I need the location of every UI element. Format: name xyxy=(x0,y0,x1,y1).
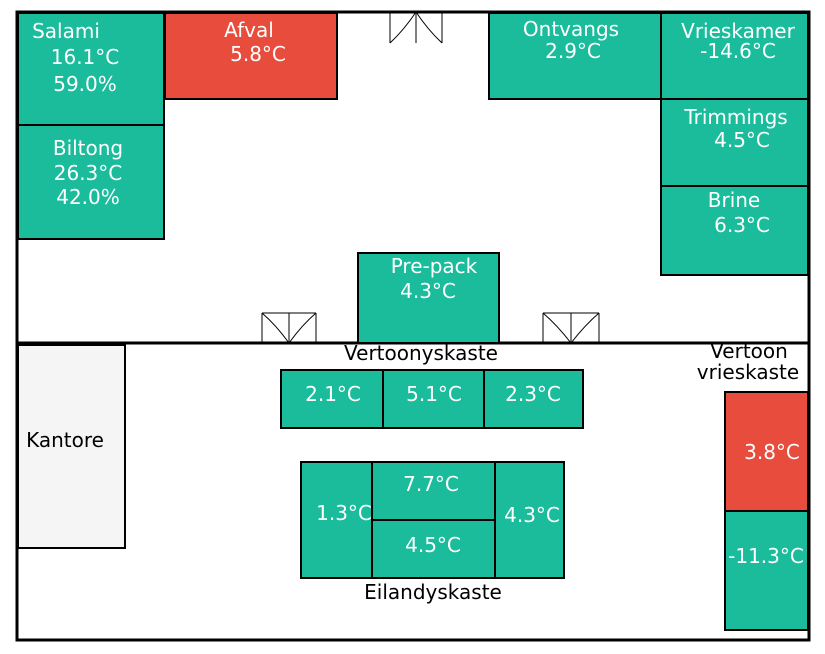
room-name: Vrieskamer xyxy=(681,19,795,43)
display-freezer-top[interactable]: 3.8°C xyxy=(724,391,809,512)
display-freezers-title: Vertoon xyxy=(710,339,788,363)
room-salami[interactable]: Salami 16.1°C 59.0% xyxy=(17,12,165,126)
double-door-icon xyxy=(261,312,317,344)
display-case[interactable]: 5.1°C xyxy=(382,369,485,429)
room-ontvangs[interactable]: Ontvangs 2.9°C xyxy=(488,12,662,100)
room-name: Biltong xyxy=(53,136,123,160)
room-vrieskamer[interactable]: Vrieskamer -14.6°C xyxy=(660,12,809,100)
case-temp: 5.1°C xyxy=(406,382,462,406)
room-name: Brine xyxy=(708,188,760,212)
case-temp: 2.3°C xyxy=(505,382,561,406)
room-humidity: 42.0% xyxy=(56,185,120,209)
room-trimmings[interactable]: Trimmings 4.5°C xyxy=(660,98,809,187)
room-temp: 26.3°C xyxy=(54,161,123,185)
display-freezers-title-line2: vrieskaste xyxy=(697,360,799,384)
island-case-left[interactable]: 1.3°C xyxy=(300,461,373,579)
display-cases-title: Vertoonyskaste xyxy=(344,341,498,365)
room-name: Kantore xyxy=(26,428,104,452)
room-humidity: 59.0% xyxy=(53,72,117,96)
room-temp: 16.1°C xyxy=(51,45,120,69)
case-temp: 7.7°C xyxy=(403,472,459,496)
display-case[interactable]: 2.3°C xyxy=(483,369,584,429)
double-door-icon xyxy=(542,312,600,344)
room-name: Salami xyxy=(32,19,100,43)
freezer-temp: 3.8°C xyxy=(744,440,800,464)
display-case[interactable]: 2.1°C xyxy=(280,369,384,429)
case-temp: 1.3°C xyxy=(316,501,372,525)
island-case-right[interactable]: 4.3°C xyxy=(494,461,565,579)
display-freezer-bottom[interactable]: -11.3°C xyxy=(724,510,809,631)
case-temp: 4.5°C xyxy=(405,533,461,557)
room-brine[interactable]: Brine 6.3°C xyxy=(660,185,809,276)
room-name: Trimmings xyxy=(683,105,787,129)
room-name: Pre-pack xyxy=(391,254,478,278)
room-temp: 2.9°C xyxy=(545,39,601,63)
room-name: Ontvangs xyxy=(523,17,619,41)
double-door-icon xyxy=(389,11,443,44)
room-name: Afval xyxy=(224,18,274,42)
room-afval[interactable]: Afval 5.8°C xyxy=(164,12,338,100)
room-kantore[interactable]: Kantore xyxy=(17,344,126,549)
island-case-center-top[interactable]: 7.7°C xyxy=(371,461,496,521)
island-case-center-bottom[interactable]: 4.5°C xyxy=(371,519,496,579)
room-temp: 4.5°C xyxy=(714,128,770,152)
room-prepack[interactable]: Pre-pack 4.3°C xyxy=(357,252,500,344)
room-temp: 4.3°C xyxy=(400,279,456,303)
room-temp: 6.3°C xyxy=(714,213,770,237)
room-temp: 5.8°C xyxy=(230,42,286,66)
room-biltong[interactable]: Biltong 26.3°C 42.0% xyxy=(17,124,165,240)
room-temp: -14.6°C xyxy=(700,39,776,63)
case-temp: 4.3°C xyxy=(504,503,560,527)
freezer-temp: -11.3°C xyxy=(728,544,804,568)
case-temp: 2.1°C xyxy=(305,382,361,406)
island-cases-title: Eilandyskaste xyxy=(364,580,502,604)
